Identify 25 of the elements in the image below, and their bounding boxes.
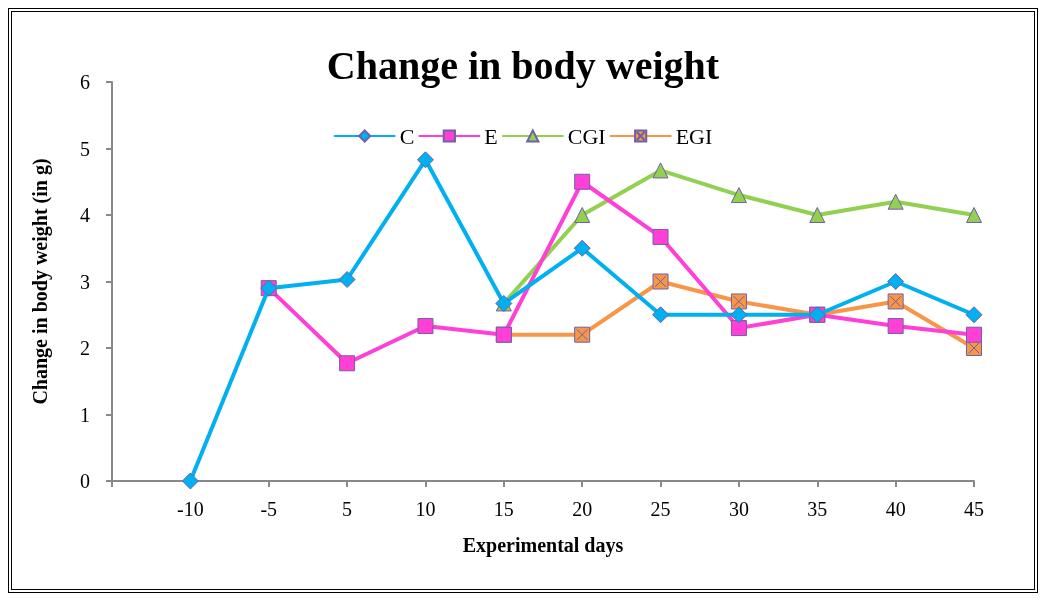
x-tick-label: 5 [342, 498, 353, 520]
x-tick-label: 10 [415, 498, 436, 520]
y-tick-label: 5 [80, 137, 90, 160]
chart-title: Change in body weight [326, 42, 720, 88]
y-tick-label: 3 [80, 270, 90, 293]
x-tick-label: 40 [885, 498, 906, 520]
x-tick-label: 30 [728, 498, 749, 520]
y-axis-title: Change in body weight (in g) [29, 158, 52, 405]
y-tick-label: 0 [80, 470, 90, 492]
y-tick-label: 6 [80, 71, 90, 93]
legend-label: EGI [675, 123, 713, 149]
legend-label: C [399, 123, 415, 149]
x-tick-label: 15 [493, 498, 514, 520]
x-tick-label: 35 [807, 498, 828, 520]
legend-label: CGI [567, 123, 606, 149]
legend-label: E [484, 123, 498, 149]
y-tick-label: 1 [80, 403, 90, 426]
x-tick-label: 20 [572, 498, 593, 520]
x-axis-title: Experimental days [462, 534, 624, 557]
x-tick-label: 45 [964, 498, 984, 520]
x-tick-label: 25 [650, 498, 671, 520]
x-tick-label: -5 [260, 498, 278, 520]
x-tick-label: -10 [177, 498, 204, 520]
y-tick-label: 2 [80, 337, 90, 359]
y-tick-label: 4 [80, 204, 90, 226]
